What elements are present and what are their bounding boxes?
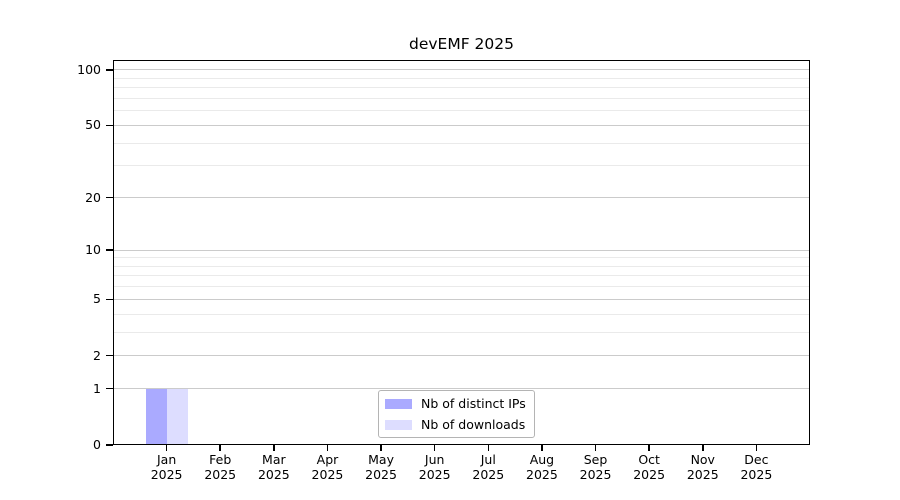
x-tick-month-jan: Jan <box>156 452 177 467</box>
y-tick-50 <box>106 124 113 127</box>
gridline-minor-90 <box>113 77 810 79</box>
x-tick-month-jul: Jul <box>480 452 496 467</box>
x-tick-month-feb: Feb <box>209 452 232 467</box>
x-tick-nov <box>701 445 704 451</box>
gridline-minor-8 <box>113 265 810 267</box>
x-tick-dec <box>755 445 758 451</box>
x-tick-year-nov: 2025 <box>686 467 719 482</box>
gridline-minor-30 <box>113 165 810 167</box>
x-tick-sep <box>594 445 597 451</box>
gridline-major-2 <box>113 355 810 357</box>
x-tick-may <box>380 445 382 451</box>
x-tick-month-aug: Aug <box>529 452 555 467</box>
gridline-minor-60 <box>113 110 810 112</box>
legend-label-1: Nb of downloads <box>421 417 526 432</box>
x-tick-apr <box>326 445 329 451</box>
y-tick-label-0: 0 <box>93 437 101 452</box>
x-tick-year-apr: 2025 <box>311 467 344 482</box>
x-tick-label-jul: Jul 2025 <box>460 452 516 482</box>
x-tick-year-oct: 2025 <box>633 467 666 482</box>
x-tick-year-dec: 2025 <box>740 467 773 482</box>
y-tick-0 <box>106 444 113 446</box>
legend-swatch-1 <box>385 419 412 430</box>
gridline-major-5 <box>113 298 810 300</box>
x-tick-year-sep: 2025 <box>579 467 612 482</box>
legend-item-1: Nb of downloads <box>385 418 526 431</box>
x-tick-year-mar: 2025 <box>257 467 290 482</box>
x-tick-label-aug: Aug 2025 <box>514 452 570 482</box>
bar-distinct-ips-jan <box>145 388 167 445</box>
gridline-major-50 <box>113 124 810 126</box>
x-tick-month-sep: Sep <box>583 452 608 467</box>
x-tick-year-may: 2025 <box>365 467 397 482</box>
y-tick-10 <box>106 249 113 251</box>
x-tick-jan <box>165 445 168 451</box>
x-tick-label-nov: Nov 2025 <box>675 452 731 482</box>
gridline-minor-70 <box>113 97 810 99</box>
x-tick-year-jan: 2025 <box>150 467 183 482</box>
x-tick-jun <box>433 445 436 451</box>
x-tick-jul <box>487 445 490 451</box>
y-tick-label-20: 20 <box>85 189 101 205</box>
gridline-minor-80 <box>113 87 810 89</box>
x-tick-label-jan: Jan 2025 <box>139 452 195 482</box>
chart-title: devEMF 2025 <box>408 35 514 53</box>
x-tick-year-feb: 2025 <box>204 467 237 482</box>
y-tick-20 <box>106 196 113 199</box>
gridline-major-20 <box>113 197 810 198</box>
x-tick-month-dec: Dec <box>744 452 769 467</box>
x-tick-label-apr: Apr 2025 <box>299 452 355 482</box>
x-tick-month-jun: Jun <box>424 452 445 467</box>
legend: Nb of distinct IPs Nb of downloads <box>378 390 535 438</box>
x-tick-month-apr: Apr <box>316 452 339 467</box>
x-tick-mar <box>273 445 275 451</box>
y-tick-2 <box>106 354 113 357</box>
y-tick-label-1: 1 <box>93 380 101 396</box>
gridline-minor-3 <box>113 331 810 333</box>
plot-area <box>113 60 810 445</box>
x-tick-month-oct: Oct <box>638 452 660 467</box>
x-tick-month-nov: Nov <box>690 452 715 467</box>
x-tick-label-jun: Jun 2025 <box>407 452 463 482</box>
x-tick-label-dec: Dec 2025 <box>728 452 784 482</box>
legend-swatch-0 <box>385 398 412 409</box>
y-tick-label-100: 100 <box>77 61 101 77</box>
gridline-major-1 <box>113 388 810 390</box>
x-tick-label-feb: Feb 2025 <box>192 452 248 482</box>
gridline-minor-6 <box>113 286 810 288</box>
x-tick-aug <box>541 445 543 451</box>
x-tick-oct <box>648 445 650 451</box>
x-tick-month-mar: Mar <box>262 452 286 467</box>
x-tick-label-sep: Sep 2025 <box>568 452 624 482</box>
x-tick-year-jul: 2025 <box>472 467 505 482</box>
gridline-major-10 <box>113 249 810 251</box>
y-tick-label-2: 2 <box>93 347 101 363</box>
x-tick-year-jun: 2025 <box>418 467 451 482</box>
x-tick-feb <box>219 445 222 451</box>
x-tick-year-aug: 2025 <box>526 467 558 482</box>
x-tick-label-may: May 2025 <box>353 452 409 482</box>
legend-label-0: Nb of distinct IPs <box>421 396 526 411</box>
legend-item-0: Nb of distinct IPs <box>385 397 526 410</box>
y-tick-label-50: 50 <box>85 117 101 133</box>
y-tick-label-5: 5 <box>93 291 101 307</box>
y-tick-1 <box>106 387 113 390</box>
gridline-major-100 <box>113 69 810 71</box>
y-tick-label-10: 10 <box>85 242 101 258</box>
x-tick-label-mar: Mar 2025 <box>246 452 302 482</box>
gridline-minor-9 <box>113 257 810 259</box>
gridline-minor-4 <box>113 313 810 315</box>
gridline-minor-7 <box>113 275 810 277</box>
y-tick-5 <box>106 298 113 301</box>
bar-downloads-jan <box>166 388 188 445</box>
y-tick-100 <box>106 69 113 71</box>
gridline-minor-40 <box>113 142 810 144</box>
x-tick-label-oct: Oct 2025 <box>621 452 677 482</box>
x-tick-month-may: May <box>368 452 394 467</box>
